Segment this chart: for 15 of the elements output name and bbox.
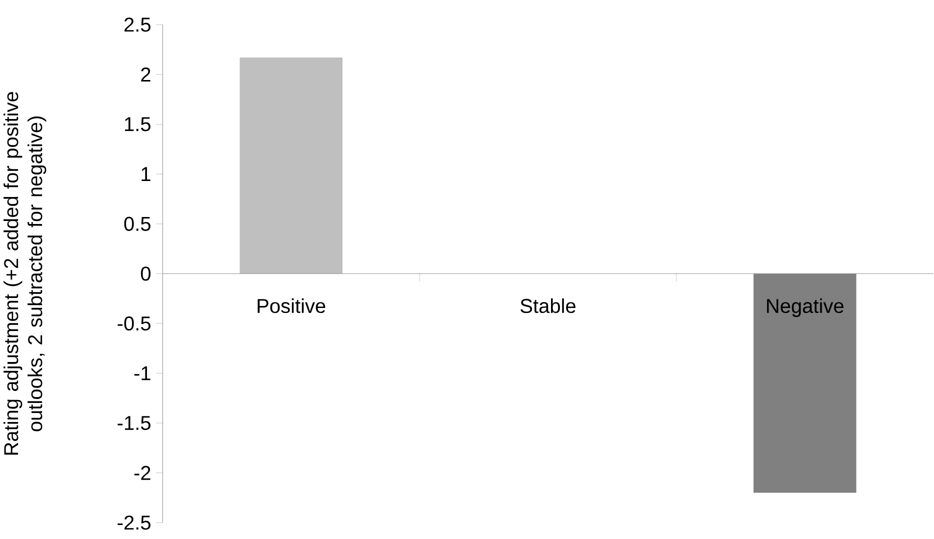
y-tick-label: 2 (141, 67, 150, 82)
x-tick-label: Positive (258, 298, 326, 314)
y-tick-label: -1.5 (118, 416, 150, 430)
y-tick-label: -2 (134, 466, 150, 480)
y-tick-label: 1 (142, 167, 150, 181)
x-tick-label: Negative (767, 298, 844, 318)
y-tick-label: -0.5 (118, 316, 150, 331)
y-axis-title: Rating adjustment (+2 added for positive outlooks, 2 subtracted for negative) (4, 92, 46, 455)
x-tick-label: Stable (520, 298, 576, 314)
y-tick-label: 0.5 (124, 216, 150, 231)
y-tick-label: 2.5 (124, 18, 150, 32)
y-tick-label: 1.5 (125, 117, 150, 132)
y-tick-label: 0 (140, 266, 150, 281)
y-tick-label: -1 (134, 366, 150, 380)
y-tick-label: -2.5 (118, 516, 150, 530)
